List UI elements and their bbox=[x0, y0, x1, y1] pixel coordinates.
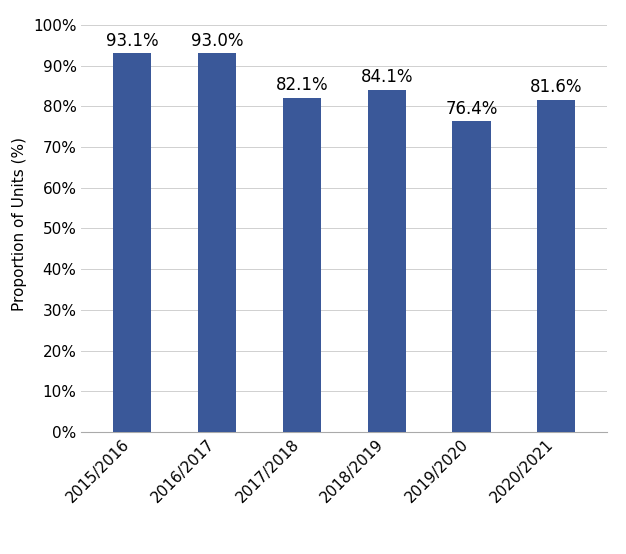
Y-axis label: Proportion of Units (%): Proportion of Units (%) bbox=[13, 137, 28, 311]
Text: 82.1%: 82.1% bbox=[275, 76, 328, 94]
Text: 93.0%: 93.0% bbox=[191, 32, 244, 50]
Bar bbox=[453, 121, 491, 432]
Bar bbox=[198, 53, 236, 432]
Text: 81.6%: 81.6% bbox=[530, 79, 583, 96]
Bar bbox=[367, 90, 406, 432]
Bar bbox=[113, 53, 151, 432]
Text: 84.1%: 84.1% bbox=[361, 68, 413, 86]
Text: 93.1%: 93.1% bbox=[106, 32, 158, 50]
Bar bbox=[283, 98, 321, 432]
Text: 76.4%: 76.4% bbox=[445, 100, 498, 117]
Bar bbox=[537, 100, 575, 432]
